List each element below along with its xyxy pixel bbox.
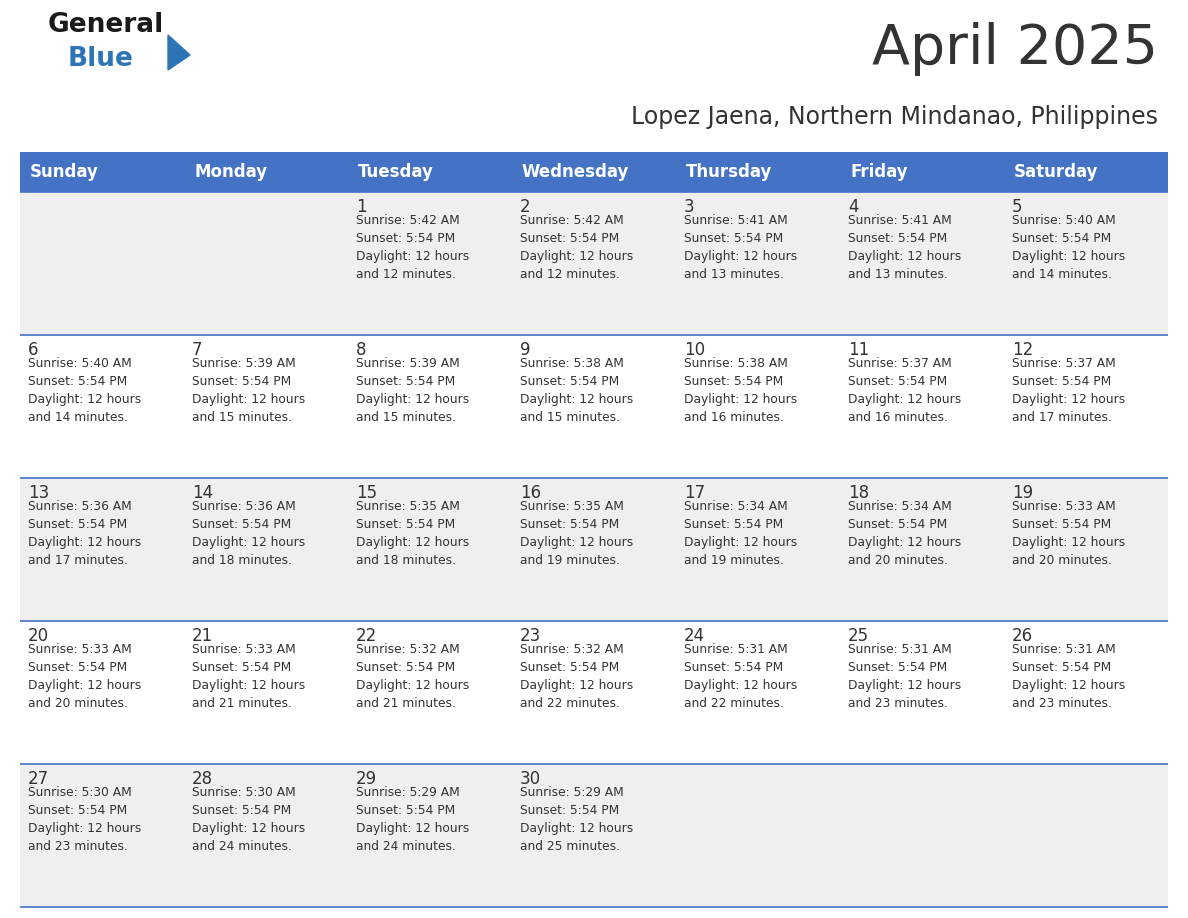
Text: Sunrise: 5:38 AM
Sunset: 5:54 PM
Daylight: 12 hours
and 16 minutes.: Sunrise: 5:38 AM Sunset: 5:54 PM Dayligh…: [684, 357, 797, 424]
Text: Tuesday: Tuesday: [358, 163, 434, 181]
Text: Sunrise: 5:29 AM
Sunset: 5:54 PM
Daylight: 12 hours
and 25 minutes.: Sunrise: 5:29 AM Sunset: 5:54 PM Dayligh…: [520, 786, 633, 853]
Text: Monday: Monday: [194, 163, 267, 181]
Text: Sunrise: 5:31 AM
Sunset: 5:54 PM
Daylight: 12 hours
and 22 minutes.: Sunrise: 5:31 AM Sunset: 5:54 PM Dayligh…: [684, 643, 797, 710]
Text: Sunrise: 5:30 AM
Sunset: 5:54 PM
Daylight: 12 hours
and 24 minutes.: Sunrise: 5:30 AM Sunset: 5:54 PM Dayligh…: [192, 786, 305, 853]
Text: Sunrise: 5:41 AM
Sunset: 5:54 PM
Daylight: 12 hours
and 13 minutes.: Sunrise: 5:41 AM Sunset: 5:54 PM Dayligh…: [848, 214, 961, 281]
Text: Sunrise: 5:32 AM
Sunset: 5:54 PM
Daylight: 12 hours
and 21 minutes.: Sunrise: 5:32 AM Sunset: 5:54 PM Dayligh…: [356, 643, 469, 710]
Text: Saturday: Saturday: [1015, 163, 1099, 181]
Text: Sunrise: 5:31 AM
Sunset: 5:54 PM
Daylight: 12 hours
and 23 minutes.: Sunrise: 5:31 AM Sunset: 5:54 PM Dayligh…: [1012, 643, 1125, 710]
Bar: [20, 192, 1168, 335]
Text: 20: 20: [29, 627, 49, 645]
Text: 22: 22: [356, 627, 378, 645]
Bar: [20, 478, 1168, 621]
Text: Sunrise: 5:40 AM
Sunset: 5:54 PM
Daylight: 12 hours
and 14 minutes.: Sunrise: 5:40 AM Sunset: 5:54 PM Dayligh…: [29, 357, 141, 424]
Text: 21: 21: [192, 627, 214, 645]
Text: 17: 17: [684, 484, 706, 502]
Text: 7: 7: [192, 341, 202, 359]
Text: 28: 28: [192, 770, 213, 788]
Text: 3: 3: [684, 198, 695, 216]
Text: 1: 1: [356, 198, 367, 216]
Bar: [20, 335, 1168, 478]
Text: Thursday: Thursday: [685, 163, 772, 181]
Text: Friday: Friday: [849, 163, 908, 181]
Text: April 2025: April 2025: [872, 22, 1158, 76]
Bar: [20, 764, 1168, 907]
Text: Sunrise: 5:29 AM
Sunset: 5:54 PM
Daylight: 12 hours
and 24 minutes.: Sunrise: 5:29 AM Sunset: 5:54 PM Dayligh…: [356, 786, 469, 853]
Text: 18: 18: [848, 484, 870, 502]
Text: Sunrise: 5:40 AM
Sunset: 5:54 PM
Daylight: 12 hours
and 14 minutes.: Sunrise: 5:40 AM Sunset: 5:54 PM Dayligh…: [1012, 214, 1125, 281]
Text: Sunrise: 5:33 AM
Sunset: 5:54 PM
Daylight: 12 hours
and 20 minutes.: Sunrise: 5:33 AM Sunset: 5:54 PM Dayligh…: [29, 643, 141, 710]
Text: Blue: Blue: [68, 46, 134, 72]
Text: 30: 30: [520, 770, 541, 788]
Text: Sunrise: 5:39 AM
Sunset: 5:54 PM
Daylight: 12 hours
and 15 minutes.: Sunrise: 5:39 AM Sunset: 5:54 PM Dayligh…: [356, 357, 469, 424]
Text: Sunrise: 5:31 AM
Sunset: 5:54 PM
Daylight: 12 hours
and 23 minutes.: Sunrise: 5:31 AM Sunset: 5:54 PM Dayligh…: [848, 643, 961, 710]
Text: Sunrise: 5:42 AM
Sunset: 5:54 PM
Daylight: 12 hours
and 12 minutes.: Sunrise: 5:42 AM Sunset: 5:54 PM Dayligh…: [520, 214, 633, 281]
Text: Sunrise: 5:35 AM
Sunset: 5:54 PM
Daylight: 12 hours
and 18 minutes.: Sunrise: 5:35 AM Sunset: 5:54 PM Dayligh…: [356, 500, 469, 567]
Text: Lopez Jaena, Northern Mindanao, Philippines: Lopez Jaena, Northern Mindanao, Philippi…: [631, 105, 1158, 129]
Text: 6: 6: [29, 341, 38, 359]
Text: 16: 16: [520, 484, 541, 502]
Text: Sunrise: 5:41 AM
Sunset: 5:54 PM
Daylight: 12 hours
and 13 minutes.: Sunrise: 5:41 AM Sunset: 5:54 PM Dayligh…: [684, 214, 797, 281]
Text: 23: 23: [520, 627, 542, 645]
Bar: [20, 152, 1168, 192]
Text: Sunrise: 5:37 AM
Sunset: 5:54 PM
Daylight: 12 hours
and 17 minutes.: Sunrise: 5:37 AM Sunset: 5:54 PM Dayligh…: [1012, 357, 1125, 424]
Text: 19: 19: [1012, 484, 1034, 502]
Text: Sunrise: 5:38 AM
Sunset: 5:54 PM
Daylight: 12 hours
and 15 minutes.: Sunrise: 5:38 AM Sunset: 5:54 PM Dayligh…: [520, 357, 633, 424]
Text: 10: 10: [684, 341, 706, 359]
Text: Sunrise: 5:42 AM
Sunset: 5:54 PM
Daylight: 12 hours
and 12 minutes.: Sunrise: 5:42 AM Sunset: 5:54 PM Dayligh…: [356, 214, 469, 281]
Text: Sunrise: 5:32 AM
Sunset: 5:54 PM
Daylight: 12 hours
and 22 minutes.: Sunrise: 5:32 AM Sunset: 5:54 PM Dayligh…: [520, 643, 633, 710]
Text: 2: 2: [520, 198, 531, 216]
Text: 29: 29: [356, 770, 377, 788]
Bar: [20, 621, 1168, 764]
Text: Sunrise: 5:37 AM
Sunset: 5:54 PM
Daylight: 12 hours
and 16 minutes.: Sunrise: 5:37 AM Sunset: 5:54 PM Dayligh…: [848, 357, 961, 424]
Text: 14: 14: [192, 484, 213, 502]
Text: Sunrise: 5:34 AM
Sunset: 5:54 PM
Daylight: 12 hours
and 20 minutes.: Sunrise: 5:34 AM Sunset: 5:54 PM Dayligh…: [848, 500, 961, 567]
Text: Sunrise: 5:36 AM
Sunset: 5:54 PM
Daylight: 12 hours
and 17 minutes.: Sunrise: 5:36 AM Sunset: 5:54 PM Dayligh…: [29, 500, 141, 567]
Text: Sunday: Sunday: [30, 163, 99, 181]
Text: Sunrise: 5:36 AM
Sunset: 5:54 PM
Daylight: 12 hours
and 18 minutes.: Sunrise: 5:36 AM Sunset: 5:54 PM Dayligh…: [192, 500, 305, 567]
Text: Sunrise: 5:34 AM
Sunset: 5:54 PM
Daylight: 12 hours
and 19 minutes.: Sunrise: 5:34 AM Sunset: 5:54 PM Dayligh…: [684, 500, 797, 567]
Text: 15: 15: [356, 484, 377, 502]
Text: 11: 11: [848, 341, 870, 359]
Text: 26: 26: [1012, 627, 1034, 645]
Text: Sunrise: 5:39 AM
Sunset: 5:54 PM
Daylight: 12 hours
and 15 minutes.: Sunrise: 5:39 AM Sunset: 5:54 PM Dayligh…: [192, 357, 305, 424]
Text: Sunrise: 5:33 AM
Sunset: 5:54 PM
Daylight: 12 hours
and 21 minutes.: Sunrise: 5:33 AM Sunset: 5:54 PM Dayligh…: [192, 643, 305, 710]
Text: 9: 9: [520, 341, 531, 359]
Text: 12: 12: [1012, 341, 1034, 359]
Text: Sunrise: 5:35 AM
Sunset: 5:54 PM
Daylight: 12 hours
and 19 minutes.: Sunrise: 5:35 AM Sunset: 5:54 PM Dayligh…: [520, 500, 633, 567]
Text: Sunrise: 5:30 AM
Sunset: 5:54 PM
Daylight: 12 hours
and 23 minutes.: Sunrise: 5:30 AM Sunset: 5:54 PM Dayligh…: [29, 786, 141, 853]
Text: General: General: [48, 12, 164, 38]
Text: 24: 24: [684, 627, 706, 645]
Text: 5: 5: [1012, 198, 1023, 216]
Text: 27: 27: [29, 770, 49, 788]
Polygon shape: [168, 35, 190, 70]
Text: Sunrise: 5:33 AM
Sunset: 5:54 PM
Daylight: 12 hours
and 20 minutes.: Sunrise: 5:33 AM Sunset: 5:54 PM Dayligh…: [1012, 500, 1125, 567]
Text: 8: 8: [356, 341, 367, 359]
Text: 13: 13: [29, 484, 49, 502]
Text: Wednesday: Wednesday: [522, 163, 630, 181]
Text: 4: 4: [848, 198, 859, 216]
Text: 25: 25: [848, 627, 870, 645]
